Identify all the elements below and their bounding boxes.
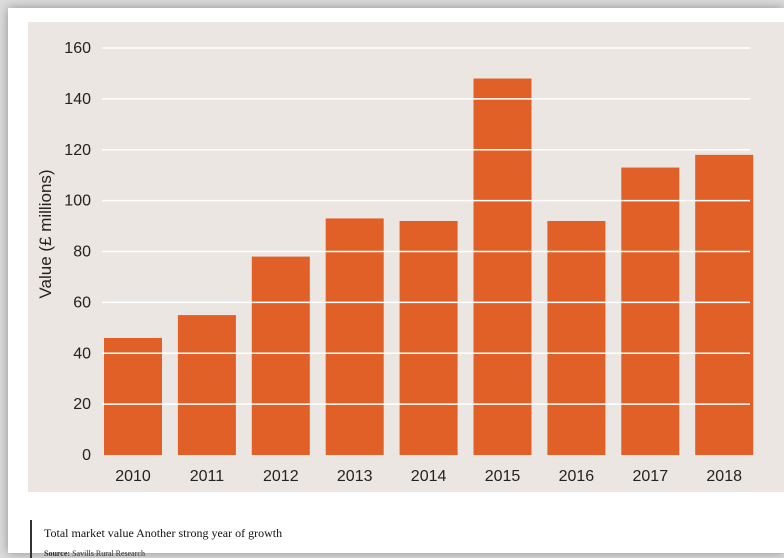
y-tick-labels: 0 20 40 60 80 100 120 140 160	[64, 40, 91, 464]
y-axis-title: Value (£ millions)	[36, 169, 55, 298]
bar-2018	[695, 154, 754, 455]
x-tick-label: 2015	[485, 468, 521, 485]
caption-rule	[30, 520, 32, 558]
y-tick-label: 100	[64, 193, 91, 210]
y-tick-label: 160	[64, 40, 91, 57]
x-tick-label: 2018	[706, 468, 742, 485]
x-tick-labels: 2010 2011 2012 2013 2014 2015 2016 2017 2018	[115, 468, 742, 485]
gridlines	[102, 47, 750, 405]
y-tick-label: 0	[82, 447, 91, 464]
x-tick-label: 2010	[115, 468, 151, 485]
bars	[104, 78, 754, 456]
x-tick-label: 2013	[337, 468, 373, 485]
x-tick-label: 2014	[411, 468, 447, 485]
bar-2011	[177, 315, 236, 455]
x-tick-label: 2016	[559, 468, 595, 485]
source-label: Source:	[44, 549, 71, 558]
bar-2012	[251, 256, 310, 455]
bar-2013	[325, 218, 384, 455]
y-tick-label: 120	[64, 142, 91, 159]
y-tick-label: 140	[64, 91, 91, 108]
x-tick-label: 2017	[633, 468, 669, 485]
chart-card: Value (£ millions) 0 20 40 60 80 100 120 140 160…	[8, 8, 784, 558]
bar-2010	[104, 337, 162, 455]
chart-source: Source: Savills Rural Research	[44, 549, 145, 558]
chart-caption-title: Total market value Another strong year o…	[44, 526, 283, 540]
bar-2016	[547, 220, 606, 455]
bar-chart: Value (£ millions) 0 20 40 60 80 100 120 140 160…	[36, 40, 754, 485]
x-tick-label: 2011	[190, 468, 225, 485]
y-tick-label: 40	[73, 345, 91, 362]
bar-2014	[399, 220, 458, 455]
bar-2015	[473, 78, 532, 456]
bar-2017	[621, 167, 680, 455]
x-tick-label: 2012	[263, 468, 299, 485]
y-tick-label: 60	[73, 294, 91, 311]
source-text: Savills Rural Research	[72, 549, 145, 558]
y-tick-label: 20	[73, 396, 91, 413]
y-tick-label: 80	[73, 244, 91, 261]
